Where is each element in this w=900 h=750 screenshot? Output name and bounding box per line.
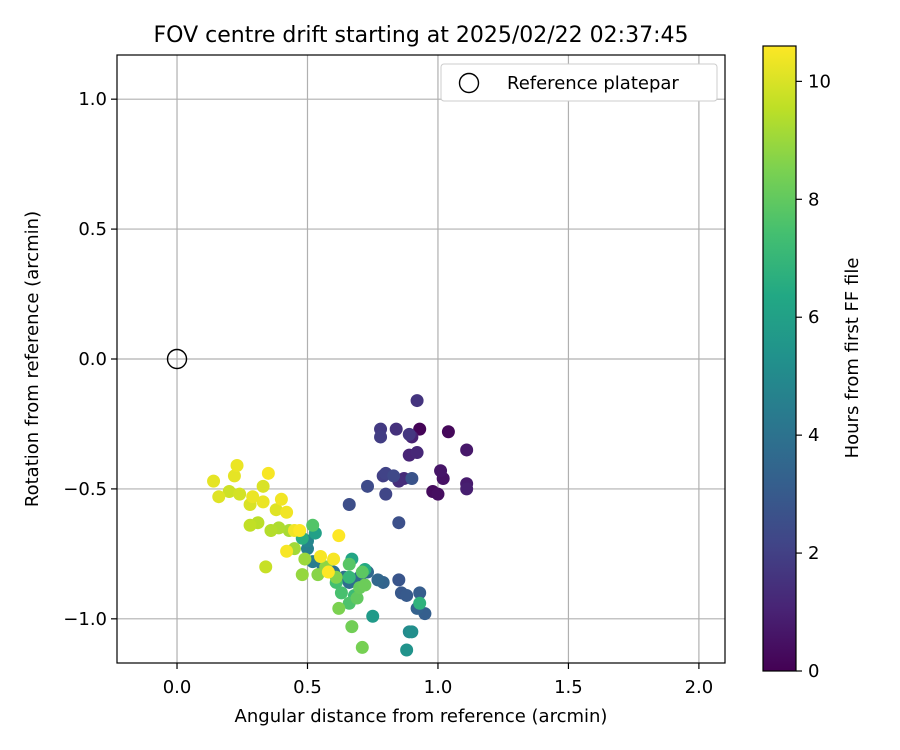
- data-point: [256, 479, 270, 493]
- x-tick-label: 2.0: [685, 677, 714, 698]
- colorbar-tick-label: 2: [808, 543, 819, 564]
- data-point: [227, 469, 241, 483]
- data-point: [355, 640, 369, 654]
- data-point: [410, 394, 424, 408]
- data-point: [413, 596, 427, 610]
- data-point: [400, 588, 414, 602]
- data-point: [379, 487, 393, 501]
- data-point: [405, 625, 419, 639]
- data-point: [332, 529, 346, 543]
- data-point: [387, 469, 401, 483]
- data-point: [298, 552, 312, 566]
- data-point: [334, 586, 348, 600]
- data-point: [233, 487, 247, 501]
- data-point: [361, 479, 375, 493]
- x-tick-label: 1.0: [424, 677, 453, 698]
- data-point: [434, 464, 448, 478]
- data-point: [280, 544, 294, 558]
- data-point: [431, 487, 445, 501]
- data-point: [358, 578, 372, 592]
- data-point: [314, 549, 328, 563]
- colorbar-tick-label: 8: [808, 189, 819, 210]
- x-tick-label: 0.5: [293, 677, 322, 698]
- data-point: [274, 492, 288, 506]
- data-point: [392, 573, 406, 587]
- data-point: [366, 609, 380, 623]
- y-tick-label: 0.0: [78, 349, 107, 370]
- data-point: [350, 591, 364, 605]
- data-point: [460, 443, 474, 457]
- legend-entry-label: Reference platepar: [507, 73, 679, 94]
- data-point: [410, 446, 424, 460]
- grid: [117, 55, 725, 663]
- legend-marker-hollow-circle-icon: [458, 72, 480, 94]
- data-point: [243, 518, 257, 532]
- reference-platepar-marker: [166, 348, 188, 370]
- data-points: [166, 348, 474, 657]
- data-point: [264, 523, 278, 537]
- colorbar: 0 2 4 6 8 10 Hours from first FF file: [762, 45, 863, 682]
- data-point: [246, 490, 260, 504]
- y-tick-label: 0.5: [78, 219, 107, 240]
- colorbar-ticks: 0 2 4 6 8 10: [796, 71, 831, 682]
- data-point: [212, 490, 226, 504]
- y-tick-label: 1.0: [78, 89, 107, 110]
- data-point: [342, 498, 356, 512]
- y-tick-label: −1.0: [63, 609, 107, 630]
- data-point: [295, 568, 309, 582]
- data-point: [413, 586, 427, 600]
- data-point: [256, 495, 270, 509]
- data-point: [389, 422, 403, 436]
- colorbar-gradient: [762, 45, 797, 672]
- data-point: [280, 505, 294, 519]
- colorbar-tick-label: 10: [808, 71, 831, 92]
- data-point: [345, 620, 359, 634]
- data-point: [306, 518, 320, 532]
- data-point: [460, 482, 474, 496]
- data-point: [374, 430, 388, 444]
- chart-title: FOV centre drift starting at 2025/02/22 …: [154, 23, 689, 48]
- data-point: [321, 565, 335, 579]
- data-point: [222, 485, 236, 499]
- data-point: [441, 425, 455, 439]
- data-point: [400, 643, 414, 657]
- data-point: [293, 523, 307, 537]
- colorbar-tick-label: 4: [808, 425, 819, 446]
- x-axis-ticks: 0.0 0.5 1.0 1.5 2.0: [163, 663, 714, 698]
- colorbar-label: Hours from first FF file: [842, 258, 863, 459]
- data-point: [402, 427, 416, 441]
- data-point: [342, 570, 356, 584]
- data-point: [261, 466, 275, 480]
- data-point: [230, 459, 244, 473]
- x-tick-label: 1.5: [554, 677, 583, 698]
- data-point: [371, 573, 385, 587]
- y-axis-ticks: 1.0 0.5 0.0 −0.5 −1.0: [63, 89, 117, 630]
- data-point: [405, 472, 419, 486]
- y-tick-label: −0.5: [63, 479, 107, 500]
- data-point: [355, 565, 369, 579]
- y-axis-label: Rotation from reference (arcmin): [22, 211, 43, 507]
- data-point: [332, 601, 346, 615]
- colorbar-tick-label: 6: [808, 307, 819, 328]
- data-point: [207, 474, 221, 488]
- colorbar-tick-label: 0: [808, 661, 819, 682]
- legend-box: [440, 63, 718, 102]
- legend: Reference platepar: [440, 63, 718, 102]
- data-point: [259, 560, 273, 574]
- x-tick-label: 0.0: [163, 677, 192, 698]
- data-point: [327, 552, 341, 566]
- data-point: [269, 503, 283, 517]
- data-point: [342, 557, 356, 571]
- x-axis-label: Angular distance from reference (arcmin): [235, 706, 608, 727]
- data-point: [392, 516, 406, 530]
